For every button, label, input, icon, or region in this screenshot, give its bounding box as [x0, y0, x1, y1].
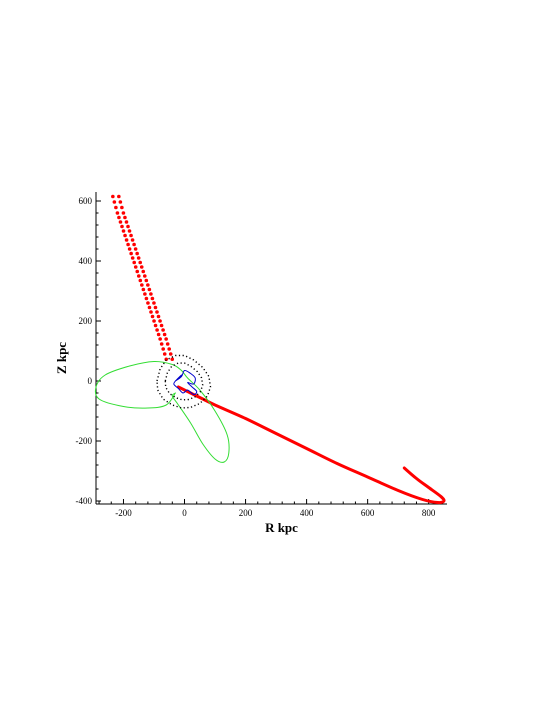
- series-0-point: [158, 337, 162, 341]
- series-0-point: [159, 323, 164, 328]
- series-0-point: [155, 328, 159, 332]
- x-tick-label: 0: [182, 508, 187, 518]
- y-tick-label: 400: [79, 256, 93, 266]
- series-0-point: [152, 319, 156, 323]
- series-2-line: [94, 360, 230, 463]
- series-0-point: [121, 211, 126, 215]
- series-0-point: [120, 224, 124, 229]
- series-0-point: [140, 283, 144, 287]
- series-0-point: [129, 233, 133, 238]
- series-0-point: [124, 220, 129, 224]
- series-0-point: [139, 265, 144, 269]
- x-tick-label: 800: [422, 508, 436, 518]
- series-3-dotted-black-inner: [164, 362, 204, 401]
- series-0-point: [155, 310, 159, 314]
- series-0-point: [126, 224, 130, 229]
- y-tick-label: 0: [88, 376, 93, 386]
- series-0-point: [162, 332, 167, 337]
- series-0-point: [118, 220, 123, 224]
- series-1-line: [176, 385, 446, 505]
- series-0-point: [141, 287, 146, 292]
- series-0-point: [138, 278, 143, 283]
- series-0-point: [147, 287, 152, 292]
- series-0-point: [133, 265, 138, 269]
- series-0-point: [132, 260, 137, 265]
- series-0-point: [153, 323, 158, 328]
- series-0-point: [146, 283, 150, 287]
- series-0-point: [111, 194, 115, 199]
- series-0-point: [135, 251, 139, 256]
- series-0-point: [136, 274, 141, 278]
- labels: -200 0 200 400 600 800 -400 -200 0 200 400 600 R kpc…: [54, 196, 436, 535]
- series-0-point: [114, 205, 118, 210]
- series-0-point: [138, 260, 143, 265]
- y-axis-label: Z kpc: [54, 342, 69, 374]
- series-0-point: [133, 247, 138, 251]
- series-0-point: [123, 233, 127, 238]
- series-3-dotted-black: [156, 354, 212, 409]
- series-0-point: [144, 278, 149, 283]
- series-0-point: [158, 319, 162, 323]
- x-tick-label: -200: [115, 508, 132, 518]
- series-0-point: [127, 247, 132, 251]
- series-0-point: [129, 251, 133, 256]
- series-0-dotted-red: [111, 194, 175, 362]
- y-tick-label: -400: [76, 496, 93, 506]
- series-0-point: [118, 200, 123, 204]
- series-0-point: [117, 215, 121, 220]
- series-0-point: [132, 242, 136, 247]
- series-0-point: [142, 274, 147, 278]
- series-0-point: [146, 301, 150, 305]
- series-0-point: [167, 347, 171, 351]
- series-0-point: [153, 305, 158, 310]
- series-0-point: [117, 194, 121, 199]
- series-0-point: [150, 314, 155, 319]
- y-tick-label: 600: [79, 196, 93, 206]
- series-0-point: [127, 229, 132, 233]
- series-0-point: [147, 305, 152, 310]
- series-0-point: [161, 347, 165, 351]
- series-0-point: [120, 205, 124, 210]
- series-0-point: [124, 238, 129, 242]
- series-0-point: [164, 337, 168, 341]
- series-0-point: [126, 242, 130, 247]
- series-0-point: [112, 200, 117, 204]
- series-0-point: [135, 269, 140, 274]
- series-0-point: [150, 296, 155, 301]
- series-0-point: [115, 211, 120, 215]
- series-0-point: [156, 314, 161, 319]
- series-4-line: [173, 369, 198, 396]
- x-axis-label: R kpc: [265, 520, 298, 535]
- series-0-point: [165, 342, 170, 346]
- series-0-point: [141, 269, 146, 274]
- x-tick-label: 200: [239, 508, 253, 518]
- series-0-point: [149, 292, 153, 296]
- series-0-point: [121, 229, 126, 233]
- series-0-point: [136, 256, 141, 260]
- y-tick-label: -200: [76, 436, 93, 446]
- series-0-point: [130, 238, 135, 242]
- series-0-point: [130, 256, 135, 260]
- series-0-point: [170, 357, 175, 362]
- x-tick-label: 600: [361, 508, 375, 518]
- series-0-point: [149, 310, 153, 314]
- series-0-point: [159, 342, 164, 346]
- axes: [95, 192, 447, 505]
- series-0-point: [152, 301, 156, 305]
- series-0-point: [143, 292, 147, 296]
- x-tick-label: 400: [300, 508, 314, 518]
- series-0-point: [162, 352, 167, 356]
- series-0-point: [144, 296, 149, 301]
- series-0-point: [123, 215, 127, 220]
- series-0-point: [168, 352, 173, 356]
- series-0-point: [156, 332, 161, 337]
- series-0-point: [161, 328, 165, 332]
- series-layer: [94, 194, 446, 505]
- y-tick-label: 200: [79, 316, 93, 326]
